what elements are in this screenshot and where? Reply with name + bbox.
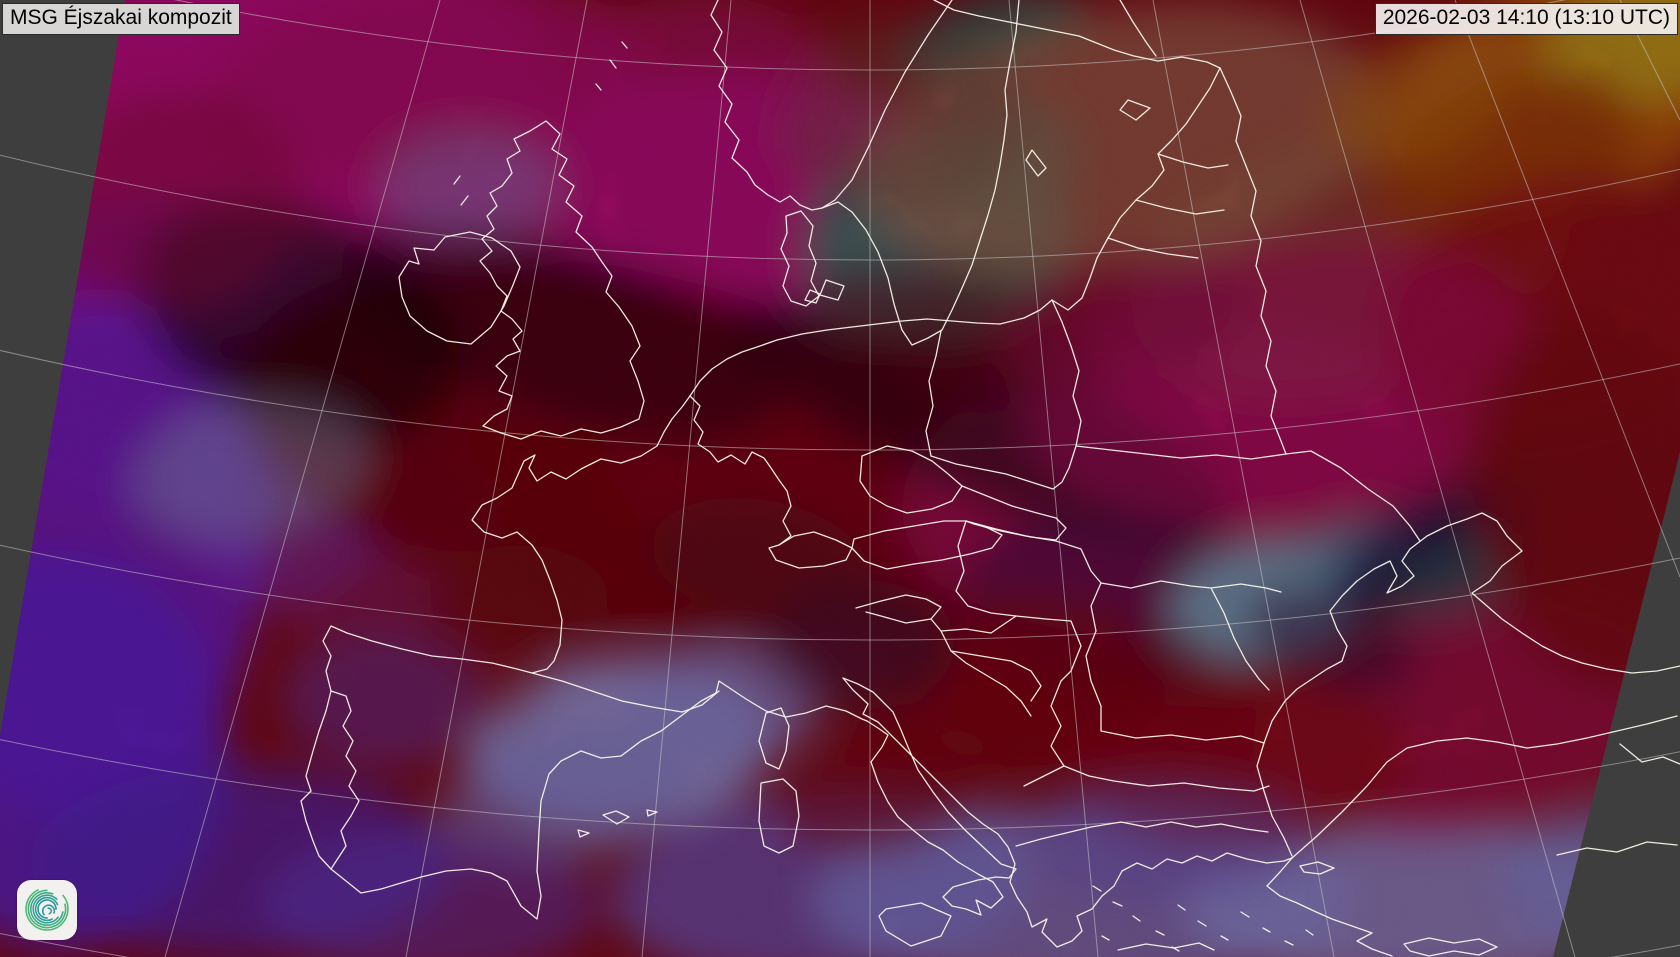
- border-great-britain: [479, 120, 645, 440]
- border-portugal-spain: [330, 690, 360, 870]
- border-austria: [851, 520, 1003, 570]
- border-turkey-north-coast: [1291, 715, 1678, 859]
- border-russia-western: [1219, 67, 1287, 455]
- border-crete: [1117, 942, 1215, 951]
- border-slovakia: [961, 485, 1067, 541]
- border-belarus-ukraine: [1075, 445, 1421, 542]
- border-norway-sweden: [821, 0, 953, 209]
- border-saaremaa: [1119, 99, 1151, 121]
- border-ireland: [398, 231, 521, 345]
- border-pyrenees: [531, 672, 720, 713]
- border-scottish-isles: [453, 41, 628, 206]
- border-aegean-islands: [1092, 885, 1314, 952]
- border-adriatic-greece: [842, 677, 1293, 948]
- border-germany-poland: [925, 299, 1082, 490]
- border-west-europe-coast: [300, 445, 868, 920]
- border-hungary: [955, 520, 1102, 682]
- border-marmara: [1299, 861, 1335, 875]
- product-label: MSG Éjszakai kompozit: [2, 3, 240, 36]
- border-black-sea: [1256, 512, 1680, 857]
- border-balkans-internal: [940, 630, 1270, 847]
- border-benelux-rhine: [689, 395, 792, 546]
- border-czechia: [859, 445, 963, 514]
- spiral-logo-icon: [25, 887, 69, 931]
- border-norway-coast: [710, 0, 823, 211]
- border-turkey-east-gray: [1556, 743, 1680, 856]
- border-corsica: [758, 707, 790, 770]
- border-gotland: [1025, 149, 1047, 177]
- border-sicily: [878, 902, 952, 947]
- border-balearics: [577, 809, 658, 838]
- agency-logo: [17, 880, 77, 940]
- border-finland-russia: [1119, 0, 1157, 57]
- border-romania-moldova: [1085, 580, 1282, 744]
- border-slovenia-croatia: [855, 594, 1017, 634]
- timestamp-label: 2026-02-03 14:10 (13:10 UTC): [1374, 3, 1678, 36]
- border-sardinia: [758, 778, 800, 854]
- border-turkey-aegean: [1266, 857, 1393, 957]
- border-finland-estonia-coast: [933, 0, 1221, 69]
- border-cyprus: [1403, 937, 1498, 957]
- border-baltic-inland: [1107, 153, 1229, 259]
- border-switzerland: [768, 531, 853, 569]
- border-denmark: [780, 210, 820, 307]
- border-danish-isles: [804, 279, 845, 304]
- border-sweden-coast: [821, 0, 1020, 346]
- border-north-baltic-coast: [656, 318, 1001, 447]
- country-borders: [300, 0, 1680, 957]
